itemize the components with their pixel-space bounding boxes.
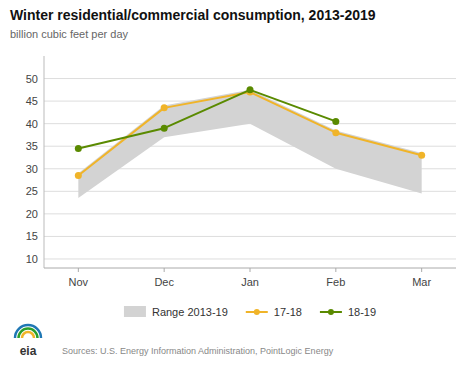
y-axis: 10 15 20 25 30 35 40 45 50: [26, 56, 44, 268]
y-tick-label: 10: [26, 253, 38, 265]
point: [75, 172, 82, 179]
legend-item: 18-19: [320, 306, 376, 318]
x-tick-label: Nov: [69, 276, 89, 288]
point: [332, 118, 339, 125]
line: [78, 92, 421, 175]
logo-arc: [22, 332, 34, 338]
x-tick: [250, 268, 251, 272]
background: [0, 0, 468, 366]
legend-item: Range 2013-19: [124, 306, 228, 318]
range-band: [78, 90, 421, 198]
logo-text: eia: [20, 344, 37, 358]
y-axis-line: [44, 56, 45, 268]
x-tick-label: Jan: [241, 276, 259, 288]
legend-label: 18-19: [348, 306, 376, 318]
y-tick-label: 20: [26, 208, 38, 220]
grid: [44, 79, 456, 259]
y-tick-label: 50: [26, 73, 38, 85]
x-tick-label: Mar: [412, 276, 431, 288]
plot-data: [75, 86, 425, 198]
grid-line: [44, 258, 456, 259]
y-tick-label: 40: [26, 118, 38, 130]
legend-marker: [328, 309, 334, 315]
source: Sources: U.S. Energy Information Adminis…: [62, 346, 334, 356]
point: [247, 86, 254, 93]
x-tick-label: Dec: [154, 276, 174, 288]
grid-line: [44, 78, 456, 79]
y-tick-label: 15: [26, 230, 38, 242]
legend-label: 17-18: [274, 306, 302, 318]
x-tick: [421, 268, 422, 272]
x-tick: [164, 268, 165, 272]
title: Winter residential/commercial consumptio…: [10, 7, 376, 23]
subtitle: billion cubic feet per day: [10, 28, 129, 40]
y-tick-label: 25: [26, 185, 38, 197]
x-tick: [78, 268, 79, 272]
line: [78, 90, 336, 149]
point: [75, 145, 82, 152]
logo: eia: [15, 325, 41, 358]
legend-marker: [254, 309, 260, 315]
x-tick-label: Feb: [326, 276, 345, 288]
point: [332, 129, 339, 136]
x-tick: [335, 268, 336, 272]
legend-swatch: [124, 306, 146, 317]
point: [161, 104, 168, 111]
legend-item: 17-18: [246, 306, 302, 318]
logo-arc: [15, 325, 41, 338]
chart: Winter residential/commercial consumptio…: [0, 0, 468, 366]
grid-line: [44, 191, 456, 192]
x-axis: Nov Dec Jan Feb Mar: [44, 268, 456, 288]
y-tick-label: 45: [26, 95, 38, 107]
point: [161, 125, 168, 132]
y-tick-label: 30: [26, 163, 38, 175]
grid-line: [44, 236, 456, 237]
legend: Range 2013-19 17-18 18-19: [124, 306, 376, 318]
legend-label: Range 2013-19: [152, 306, 228, 318]
y-tick-label: 35: [26, 140, 38, 152]
logo-arc: [19, 329, 38, 339]
grid-line: [44, 213, 456, 214]
point: [418, 152, 425, 159]
